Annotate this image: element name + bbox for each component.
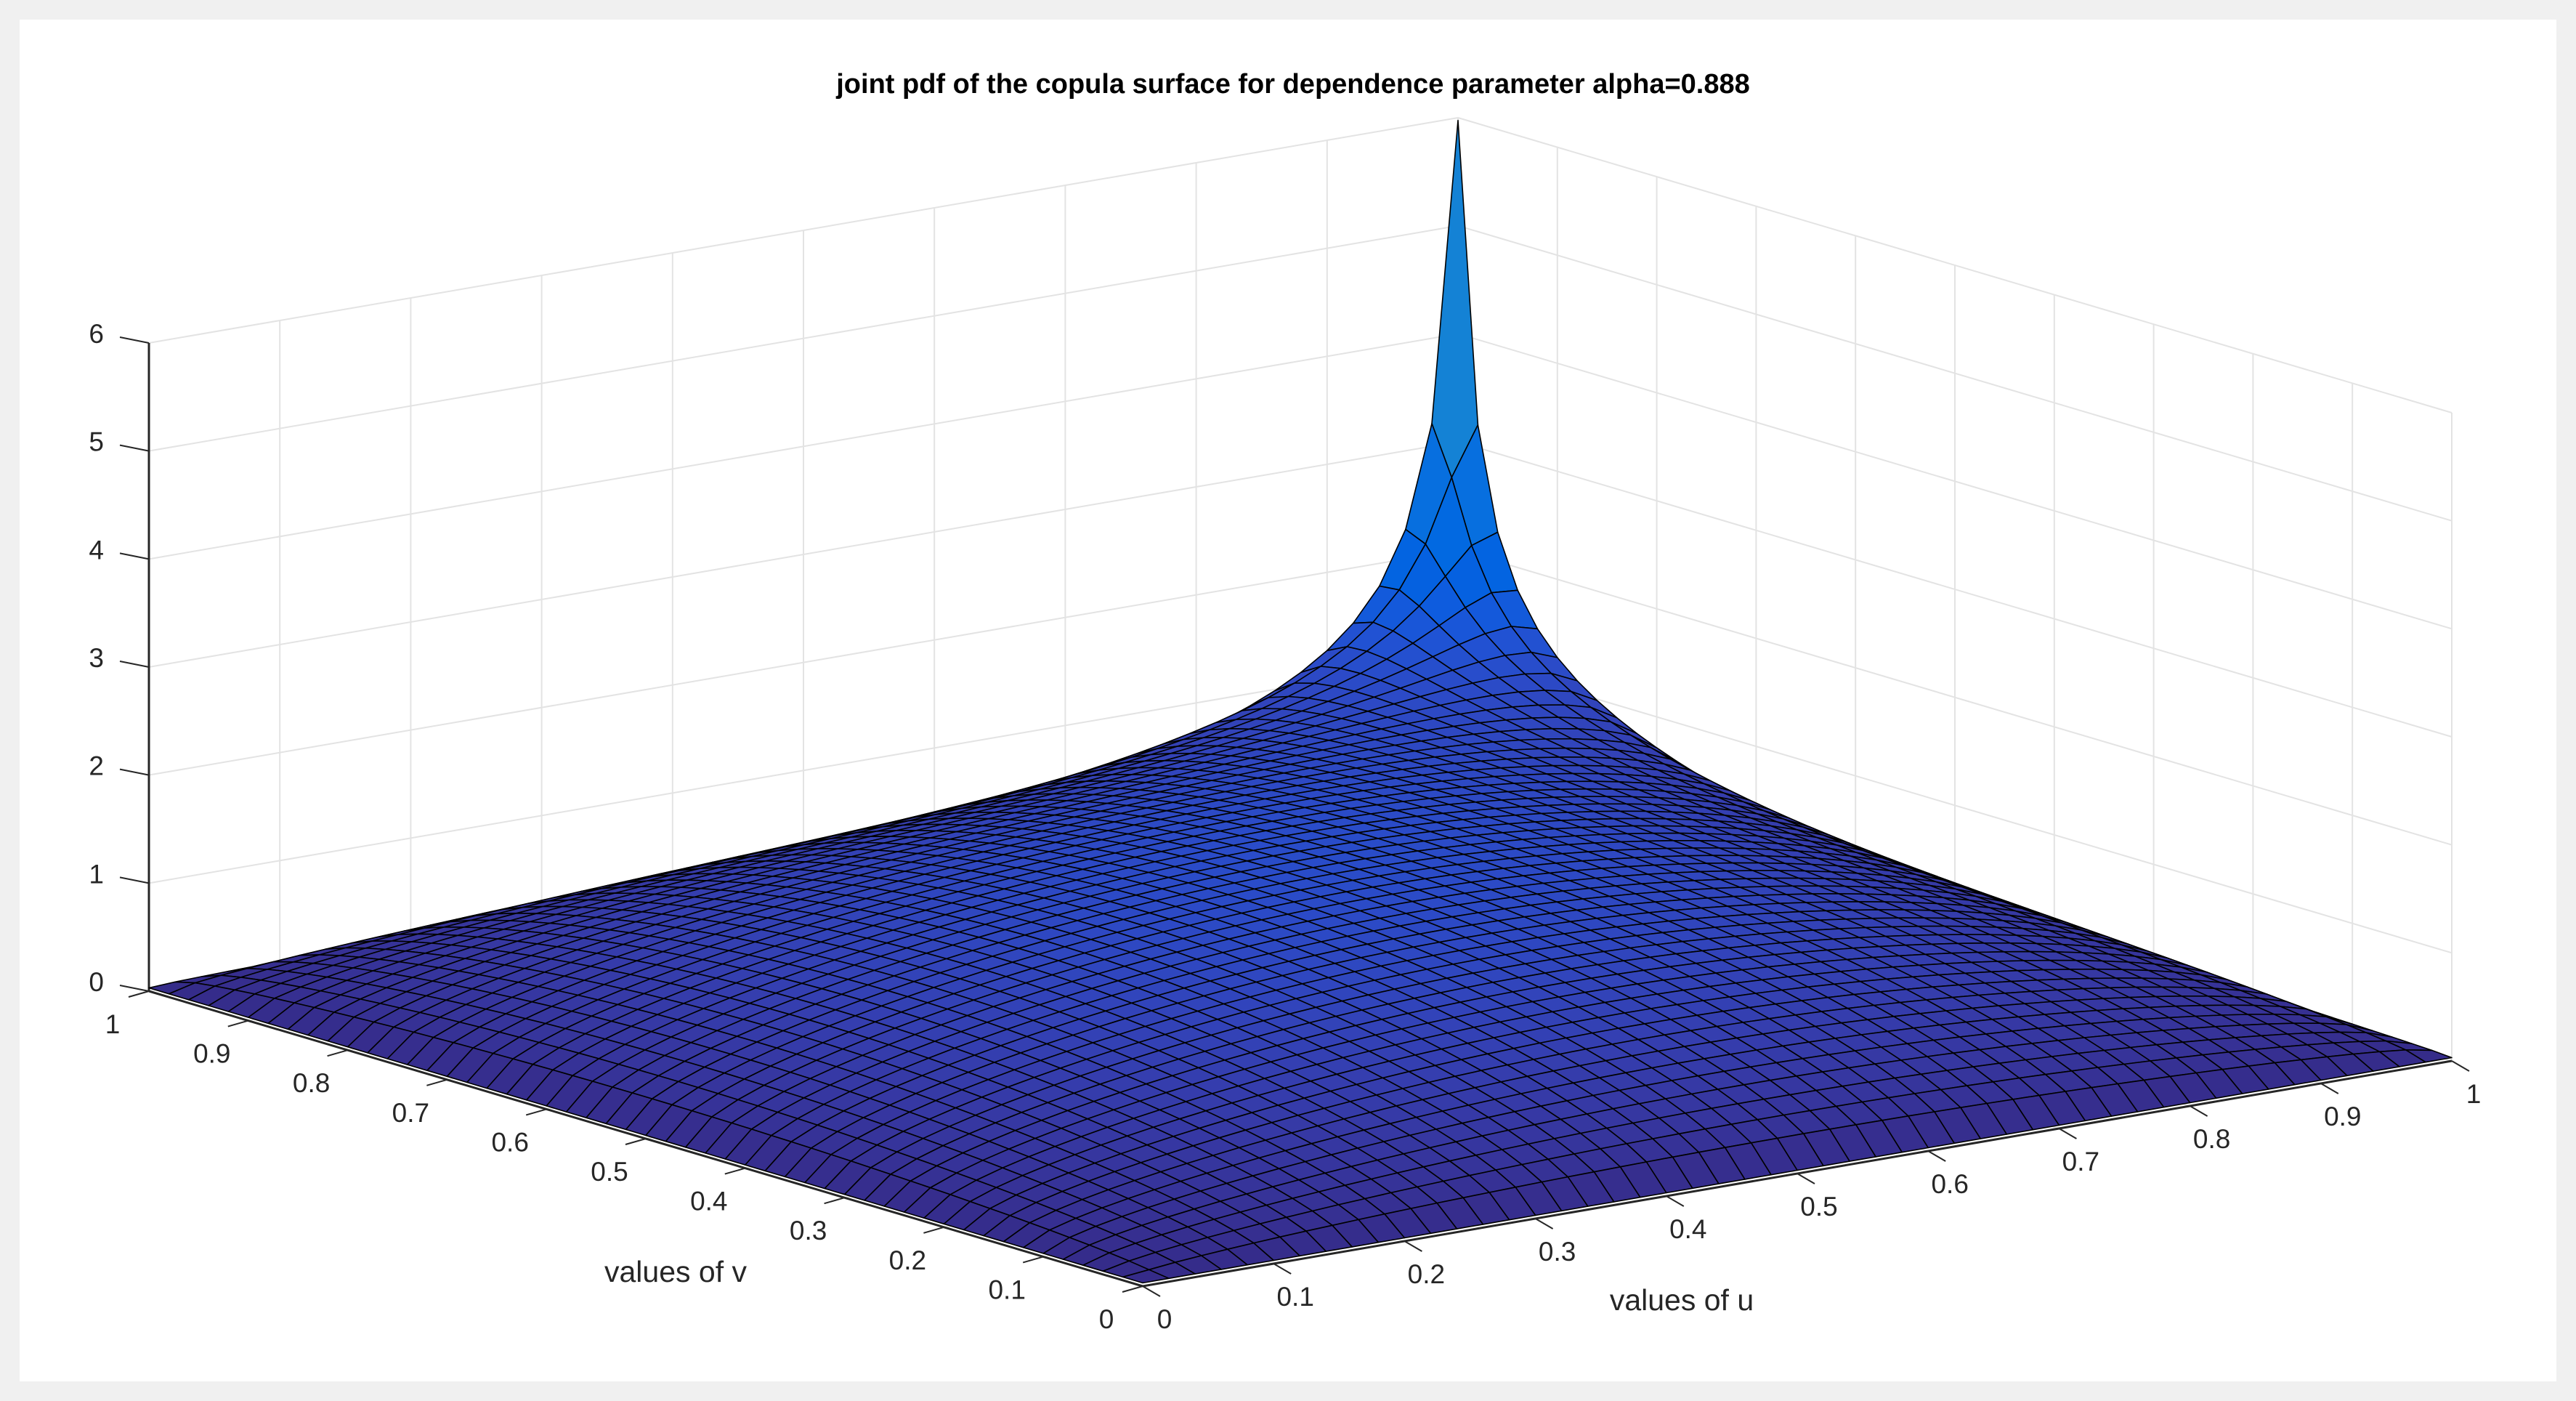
grid-line	[148, 549, 1459, 776]
grid-line	[148, 657, 1459, 884]
x-tick-mark	[1142, 1285, 1161, 1297]
tick-labels: 00.10.20.30.40.50.60.70.80.9100.10.20.30…	[89, 319, 2481, 1334]
z-tick-mark	[119, 336, 150, 344]
y-tick-mark	[923, 1226, 944, 1234]
x-tick-mark	[2190, 1105, 2208, 1117]
x-tick-mark	[1666, 1195, 1685, 1207]
grid-line	[1457, 333, 2453, 630]
y-tick-mark	[128, 990, 150, 998]
y-tick-mark	[724, 1167, 746, 1175]
y-tick-label: 0.6	[491, 1127, 528, 1157]
y-tick-label: 0.1	[988, 1275, 1025, 1304]
x-tick-label: 0.4	[1669, 1214, 1706, 1244]
y-tick-mark	[1122, 1285, 1143, 1293]
x-tick-label: 0.3	[1539, 1237, 1576, 1267]
x-tick-mark	[1404, 1240, 1422, 1252]
x-tick-mark	[2058, 1128, 2077, 1139]
z-tick-mark	[119, 552, 150, 560]
y-tick-label: 0.4	[690, 1187, 727, 1216]
grid-line	[148, 441, 1459, 668]
y-tick-mark	[227, 1020, 249, 1027]
x-tick-label: 0.5	[1800, 1192, 1837, 1222]
z-tick-mark	[119, 985, 150, 992]
x-tick-mark	[1535, 1218, 1554, 1230]
y-tick-label: 0.3	[790, 1216, 827, 1245]
surface-patch	[1122, 1269, 1170, 1284]
x-tick-label: 0.9	[2324, 1102, 2361, 1131]
x-tick-label: 0.8	[2193, 1124, 2230, 1154]
grid-line	[1457, 117, 2453, 413]
y-tick-label: 0.2	[889, 1245, 926, 1275]
z-tick-label: 5	[89, 427, 104, 457]
x-tick-label: 0.6	[1931, 1169, 1968, 1199]
z-tick-label: 0	[89, 967, 104, 997]
x-tick-mark	[1927, 1150, 1946, 1162]
z-tick-mark	[119, 444, 150, 452]
z-tick-mark	[119, 768, 150, 776]
grid-line	[1457, 657, 2453, 954]
y-tick-label: 0.9	[193, 1039, 230, 1069]
y-tick-mark	[525, 1108, 547, 1116]
grid-line	[148, 117, 1459, 344]
grid-line	[1457, 441, 2453, 738]
grid-line	[148, 333, 1459, 560]
z-tick-label: 1	[89, 859, 104, 889]
y-tick-mark	[1022, 1256, 1044, 1264]
z-tick-label: 4	[89, 535, 104, 565]
y-tick-label: 0.7	[392, 1098, 429, 1128]
x-tick-mark	[1797, 1173, 1815, 1184]
z-tick-label: 6	[89, 319, 104, 349]
chart-title: joint pdf of the copula surface for depe…	[835, 69, 1750, 100]
grid-line	[1457, 225, 2453, 522]
x-tick-label: 0	[1157, 1304, 1172, 1334]
y-tick-label: 0	[1099, 1304, 1114, 1334]
y-axis-label: values of v	[604, 1255, 747, 1288]
y-tick-label: 1	[105, 1009, 121, 1039]
x-axis-label: values of u	[1610, 1283, 1754, 1317]
z-tick-mark	[119, 876, 150, 884]
x-tick-mark	[2320, 1083, 2339, 1094]
x-tick-label: 1	[2466, 1079, 2482, 1109]
y-tick-label: 0.8	[293, 1068, 330, 1098]
z-tick-mark	[119, 661, 150, 668]
z-tick-label: 2	[89, 751, 104, 781]
x-tick-mark	[1273, 1263, 1292, 1275]
y-tick-mark	[824, 1197, 845, 1205]
x-tick-label: 0.1	[1276, 1282, 1313, 1312]
grid-line	[1457, 549, 2453, 846]
y-tick-mark	[426, 1078, 447, 1086]
y-tick-label: 0.5	[591, 1157, 628, 1187]
grid-line	[148, 225, 1459, 452]
z-tick-label: 3	[89, 643, 104, 673]
x-tick-label: 0.2	[1408, 1259, 1445, 1289]
x-tick-label: 0.7	[2062, 1147, 2099, 1176]
y-tick-mark	[625, 1138, 647, 1145]
x-tick-mark	[2451, 1060, 2470, 1072]
surface-mesh[interactable]	[148, 119, 2453, 1284]
y-tick-mark	[327, 1049, 348, 1057]
